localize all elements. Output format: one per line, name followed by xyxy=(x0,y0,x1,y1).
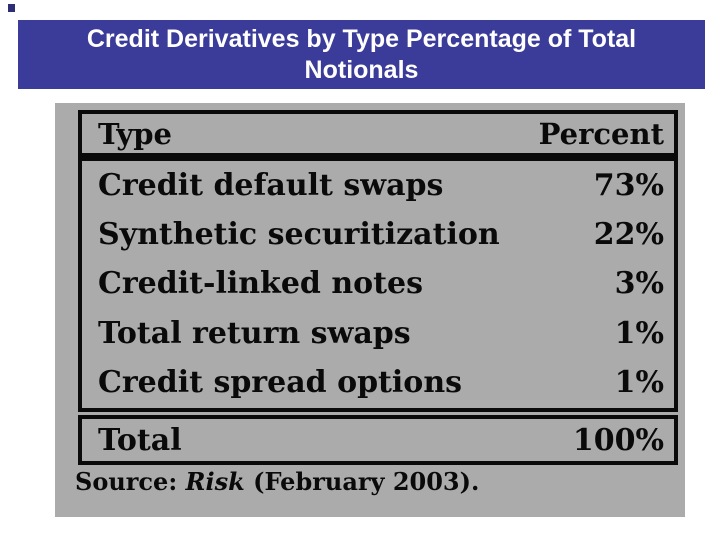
slide-title-banner: Credit Derivatives by Type Percentage of… xyxy=(18,20,705,89)
table-header-row: Type Percent xyxy=(78,110,678,157)
source-line: Source: Risk (February 2003). xyxy=(75,467,479,496)
row-type-cell: Synthetic securitization xyxy=(98,217,500,253)
row-percent-cell: 3% xyxy=(614,266,664,302)
corner-artifact-mark xyxy=(8,4,15,12)
row-type-cell: Credit default swaps xyxy=(98,167,444,203)
slide-title-line-2: Notionals xyxy=(304,55,419,84)
row-type-cell: Total return swaps xyxy=(98,315,411,351)
table-body: Credit default swaps 73% Synthetic securit… xyxy=(78,157,678,412)
source-suffix: (February 2003). xyxy=(244,467,480,496)
table-row: Credit spread options 1% xyxy=(98,368,664,398)
row-percent-cell: 1% xyxy=(614,315,664,351)
row-percent-cell: 22% xyxy=(593,217,664,253)
column-header-percent: Percent xyxy=(538,116,664,151)
source-prefix: Source: xyxy=(75,467,186,496)
row-type-cell: Credit-linked notes xyxy=(98,266,424,302)
total-label-cell: Total xyxy=(98,422,182,458)
row-type-cell: Credit spread options xyxy=(98,365,463,401)
row-percent-cell: 73% xyxy=(593,167,664,203)
column-header-type: Type xyxy=(98,116,172,151)
table-total-row: Total 100% xyxy=(78,415,678,465)
row-percent-cell: 1% xyxy=(614,365,664,401)
table-row: Synthetic securitization 22% xyxy=(98,220,664,250)
total-percent-cell: 100% xyxy=(572,422,664,458)
source-publication: Risk xyxy=(185,467,245,496)
table-row: Credit default swaps 73% xyxy=(98,167,664,203)
table-row: Total return swaps 1% xyxy=(98,315,664,351)
table-row: Credit-linked notes 3% xyxy=(98,269,664,299)
table-panel: Type Percent Credit default swaps 73% Synt… xyxy=(55,103,685,517)
data-table: Type Percent Credit default swaps 73% Synt… xyxy=(78,110,678,465)
slide-title-line-1: Credit Derivatives by Type Percentage of… xyxy=(86,24,637,53)
